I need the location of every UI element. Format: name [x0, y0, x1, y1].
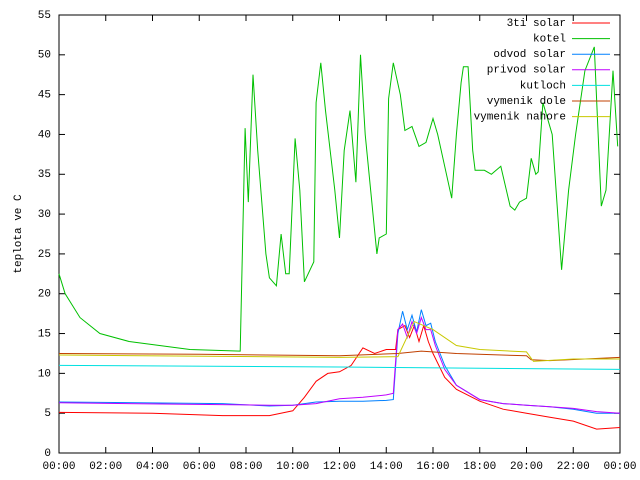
y-tick-label: 45: [38, 90, 51, 102]
series-line: [58, 350, 621, 362]
series-line: [58, 46, 619, 352]
series-line: [58, 316, 621, 414]
series-line: [58, 364, 621, 370]
x-tick-label: 04:00: [136, 461, 169, 473]
y-tick-label: 35: [38, 169, 51, 181]
legend-label: vymenik dole: [487, 96, 566, 108]
legend-label: 3ti solar: [507, 18, 566, 30]
y-tick-label: 30: [38, 209, 51, 221]
legend-label: kotel: [533, 34, 566, 46]
y-tick-label: 25: [38, 249, 51, 261]
x-tick-label: 08:00: [229, 461, 262, 473]
y-tick-label: 0: [44, 448, 51, 460]
x-tick-label: 22:00: [557, 461, 590, 473]
y-tick-label: 50: [38, 50, 51, 62]
y-tick-label: 55: [38, 10, 51, 22]
y-tick-label: 40: [38, 129, 51, 141]
x-tick-label: 12:00: [323, 461, 356, 473]
series-line: [58, 320, 620, 362]
legend-label: kutloch: [520, 80, 566, 92]
y-tick-label: 10: [38, 368, 51, 380]
y-tick-label: 5: [44, 408, 51, 420]
legend-label: odvod solar: [493, 49, 566, 61]
series-line: [58, 323, 621, 430]
plot-border: [58, 14, 621, 454]
legend-label: privod solar: [487, 65, 566, 77]
legend-label: vymenik nahore: [474, 112, 566, 124]
x-tick-label: 06:00: [183, 461, 216, 473]
y-tick-label: 15: [38, 328, 51, 340]
y-axis-label: teplota ve C: [13, 194, 25, 274]
x-tick-label: 02:00: [89, 461, 122, 473]
x-tick-label: 14:00: [370, 461, 403, 473]
x-tick-label: 18:00: [463, 461, 496, 473]
x-tick-label: 20:00: [510, 461, 543, 473]
x-tick-label: 10:00: [276, 461, 309, 473]
y-tick-label: 20: [38, 289, 51, 301]
x-tick-label: 00:00: [42, 461, 75, 473]
x-tick-label: 00:00: [603, 461, 636, 473]
x-tick-label: 16:00: [416, 461, 449, 473]
